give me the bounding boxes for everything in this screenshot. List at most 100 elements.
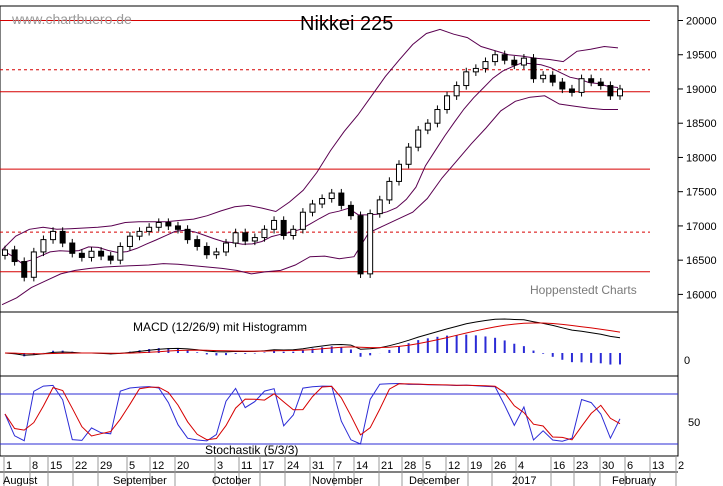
month-label-1: September	[113, 475, 167, 486]
macd-panel-frame	[0, 311, 679, 377]
date-axis: 1 8 15 22 29 5 12 20 3 11 17 24 31 7 14 21 28 5 12 19 26 4 16 2…	[0, 456, 684, 486]
x-tick-label-7: 20	[177, 460, 189, 472]
x-tick-label-14: 14	[356, 460, 368, 472]
candle-body-27	[261, 228, 268, 239]
candle-body-11	[107, 255, 114, 261]
x-tick-label-19: 19	[470, 460, 482, 472]
y-tick-label-5: 17500	[686, 187, 717, 199]
y-tick-label-1: 19500	[686, 50, 717, 62]
bollinger-lower	[1, 95, 618, 306]
candle-body-25	[242, 232, 249, 242]
y-tick-label-3: 18500	[686, 118, 717, 130]
candle-body-8	[78, 252, 85, 258]
candle-body-5	[50, 230, 57, 241]
candle-body-39	[376, 199, 383, 215]
candle-body-50	[482, 61, 489, 69]
candle-body-6	[59, 230, 66, 244]
stochastic-series	[0, 382, 678, 445]
x-tick-label-17: 5	[425, 460, 431, 472]
y-tick-label-2: 19000	[686, 84, 717, 96]
main-panel-frame	[0, 5, 679, 313]
x-tick-label-24: 30	[602, 460, 614, 472]
candle-body-64	[617, 88, 623, 97]
candle-body-51	[492, 54, 499, 63]
y-tick-label-4: 18000	[686, 152, 717, 164]
macd-series	[4, 318, 621, 365]
chart-title: Nikkei 225	[300, 13, 393, 35]
x-tick-label-9: 11	[241, 460, 252, 472]
x-tick-label-13: 7	[336, 460, 342, 472]
candle-body-9	[88, 250, 95, 258]
candle-body-46	[444, 95, 451, 111]
x-tick-label-0: 1	[6, 460, 12, 472]
candle-body-4	[40, 239, 47, 253]
candle-body-34	[328, 192, 335, 200]
candle-body-44	[424, 122, 431, 131]
x-tick-label-16: 28	[404, 460, 416, 472]
macd-label: MACD (12/26/9) mit Histogramm	[133, 320, 307, 334]
month-label-0: August	[3, 475, 37, 486]
x-tick-label-18: 12	[448, 460, 460, 472]
x-tick-label-4: 29	[100, 460, 112, 472]
x-tick-label-21: 4	[518, 460, 524, 472]
x-tick-label-25: 6	[627, 460, 633, 472]
candle-body-32	[309, 203, 316, 213]
x-tick-label-2: 15	[50, 460, 62, 472]
candle-body-23	[223, 242, 230, 253]
candle-body-14	[136, 230, 143, 237]
candle-body-3	[30, 251, 37, 278]
month-label-3: November	[312, 475, 363, 486]
bollinger-upper	[1, 28, 619, 251]
candle-body-59	[568, 88, 575, 93]
candle-body-22	[213, 251, 220, 256]
candle-body-43	[415, 129, 422, 148]
candle-body-19	[184, 228, 191, 241]
candle-body-60	[578, 78, 585, 93]
candle-body-30	[290, 228, 297, 237]
x-tick-label-20: 26	[494, 460, 506, 472]
candle-body-15	[146, 226, 153, 232]
watermark: www.chartbuero.de	[11, 11, 132, 27]
candle-body-31	[299, 211, 306, 230]
candle-body-38	[367, 213, 374, 275]
main-price-panel: 20000 19500 19000 18500 18000 17500 17000 16500…	[0, 5, 717, 313]
month-label-6: February	[612, 475, 657, 486]
candle-body-13	[126, 235, 133, 247]
candle-body-10	[98, 250, 105, 257]
candle-body-41	[395, 163, 402, 182]
x-tick-label-6: 12	[152, 460, 164, 472]
candle-body-42	[405, 146, 412, 165]
x-tick-label-12: 31	[312, 460, 324, 472]
candle-body-24	[232, 232, 239, 244]
y-tick-label-7: 16500	[686, 255, 717, 267]
candle-body-1	[11, 249, 18, 263]
x-tick-label-1: 8	[32, 460, 38, 472]
source-label: Hoppenstedt Charts	[530, 283, 637, 297]
month-label-2: October	[212, 475, 251, 486]
horizontal-levels	[0, 20, 650, 273]
candle-body-21	[203, 245, 210, 256]
candlestick-series	[2, 50, 623, 282]
candle-body-18	[174, 225, 181, 230]
stochastic-label: Stochastik (5/3/3)	[205, 443, 298, 457]
candle-body-58	[559, 81, 566, 90]
candle-body-16	[155, 222, 162, 228]
x-tick-label-10: 17	[262, 460, 274, 472]
candle-body-54	[520, 57, 527, 66]
macd-zero-label: 0	[684, 355, 690, 367]
candle-body-45	[434, 109, 441, 124]
candle-body-37	[357, 215, 364, 275]
candle-body-63	[607, 85, 614, 97]
stochastic-panel: Stochastik (5/3/3) 50	[0, 375, 700, 457]
month-label-5: 2017	[512, 475, 536, 486]
candle-body-2	[21, 261, 28, 278]
y-tick-label-8: 16000	[686, 289, 717, 301]
stoch-k-line	[4, 382, 621, 445]
candle-body-28	[271, 219, 278, 230]
x-tick-label-3: 22	[75, 460, 87, 472]
candle-body-33	[319, 198, 326, 205]
x-tick-label-15: 21	[381, 460, 393, 472]
x-tick-label-23: 23	[576, 460, 588, 472]
candle-body-56	[540, 74, 547, 80]
candle-body-17	[165, 222, 172, 227]
